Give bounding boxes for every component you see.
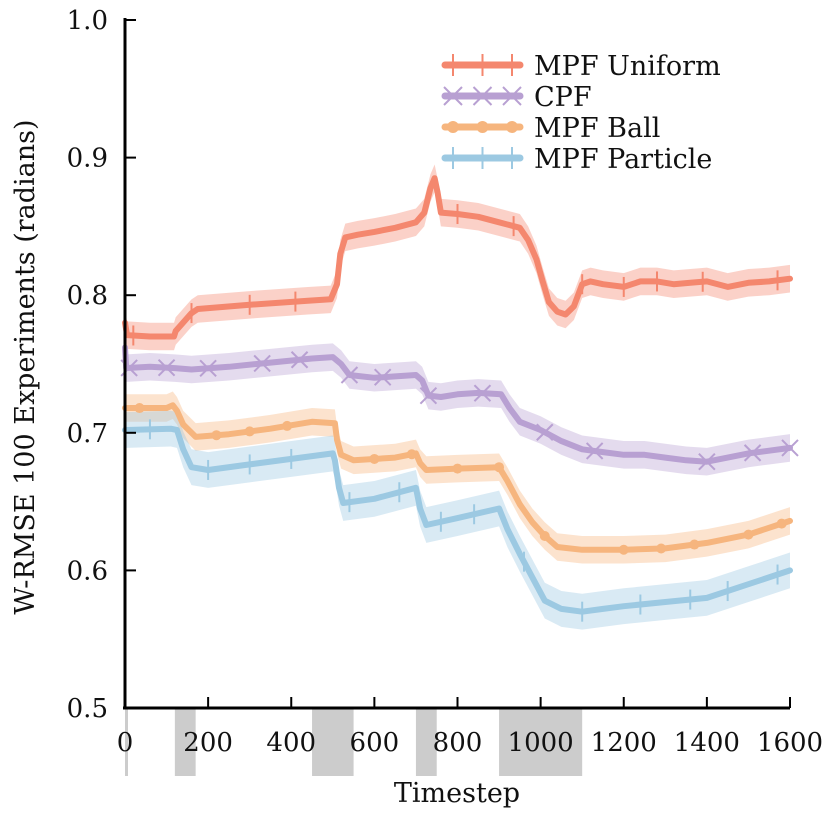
marker-1-1-b	[157, 358, 176, 377]
marker-1-11	[698, 452, 716, 471]
marker-1-12	[743, 444, 762, 462]
marker-1-6	[373, 368, 392, 386]
y-tick-label-2: 0.7	[67, 419, 108, 449]
legend-marker-1-1	[472, 86, 493, 106]
shaded-interval-0	[125, 708, 128, 776]
marker-2-13	[776, 518, 787, 529]
series-lines	[120, 175, 799, 622]
y-axis-label: W-RMSE 100 Experiments (radians)	[10, 119, 41, 614]
marker-2-7	[494, 462, 505, 473]
legend-marker-2-1	[476, 121, 489, 133]
legend-label-1: CPF	[534, 82, 592, 113]
marker-1-11-b	[698, 452, 716, 471]
x-tick-label-7: 1400	[674, 728, 740, 758]
shaded-intervals	[125, 708, 583, 776]
legend-marker-2-2	[506, 121, 518, 133]
series-line-2	[122, 402, 793, 553]
x-axis-label: Timestep	[394, 778, 520, 809]
marker-2-11	[689, 539, 700, 550]
legend-marker-1-2	[502, 86, 522, 106]
y-tick-label-0: 0.5	[67, 694, 108, 724]
y-tick-label-5: 1.0	[67, 6, 108, 36]
marker-2-4	[369, 453, 380, 464]
marker-1-12-b	[743, 444, 762, 462]
marker-1-5-b	[340, 366, 359, 384]
legend-label-0: MPF Uniform	[534, 51, 721, 82]
marker-1-6-b	[373, 368, 392, 386]
marker-1-4-b	[290, 351, 309, 369]
y-tick-label-1: 0.6	[67, 556, 108, 586]
series-line-1	[122, 344, 793, 465]
marker-2-9	[618, 544, 629, 555]
band-1	[125, 333, 790, 476]
marker-2-6	[452, 463, 463, 474]
marker-1-10	[585, 442, 604, 460]
marker-2-8	[539, 531, 550, 541]
marker-2-1	[211, 430, 222, 441]
marker-1-13	[781, 439, 799, 457]
ticks: 0 200 400 600 800 1000 1200 1400 1600 0.5 0.6 0.7 0.…	[67, 6, 823, 758]
marker-1-5	[340, 366, 359, 384]
y-tick-label-4: 0.9	[67, 144, 108, 174]
marker-1-1	[157, 358, 176, 377]
y-tick-label-3: 0.8	[67, 281, 108, 311]
marker-2-2	[244, 426, 255, 437]
marker-1-10-b	[585, 442, 604, 460]
band-0	[125, 164, 790, 351]
marker-2-5	[406, 449, 417, 460]
marker-1-8	[473, 384, 492, 402]
marker-1-3	[253, 354, 271, 373]
x-tick-label-8: 1600	[757, 728, 823, 758]
x-tick-label-5: 1000	[508, 728, 574, 758]
marker-1-7	[419, 386, 438, 405]
shaded-interval-1	[174, 708, 196, 776]
legend-label-2: MPF Ball	[534, 113, 660, 144]
series-line-0	[122, 175, 793, 340]
series-line-3	[122, 425, 793, 615]
x-tick-label-3: 600	[350, 728, 400, 758]
band-2	[125, 391, 790, 564]
marker-2-12	[743, 529, 754, 540]
marker-1-13-b	[781, 439, 799, 457]
shaded-interval-4	[499, 708, 583, 776]
legend-label-3: MPF Particle	[534, 144, 712, 175]
marker-2-10	[656, 543, 667, 554]
marker-1-8-b	[473, 384, 492, 402]
marker-1-2-b	[199, 359, 217, 377]
x-tick-label-0: 0	[117, 728, 134, 758]
marker-1-2	[199, 359, 217, 377]
marker-1-9	[536, 423, 554, 441]
x-tick-label-6: 1200	[591, 728, 657, 758]
x-tick-label-4: 800	[433, 728, 483, 758]
shaded-interval-2	[312, 708, 354, 776]
marker-1-7-b	[419, 386, 438, 405]
x-tick-label-1: 200	[183, 728, 233, 758]
marker-1-4	[290, 351, 309, 369]
marker-2-0	[134, 403, 145, 414]
marker-1-9-b	[536, 423, 554, 441]
marker-1-3-b	[253, 354, 271, 373]
legend-marker-2-0	[447, 121, 459, 133]
x-tick-label-2: 400	[266, 728, 316, 758]
legend-marker-1-0	[443, 86, 463, 106]
marker-2-3	[282, 420, 293, 431]
shaded-interval-3	[415, 708, 437, 776]
